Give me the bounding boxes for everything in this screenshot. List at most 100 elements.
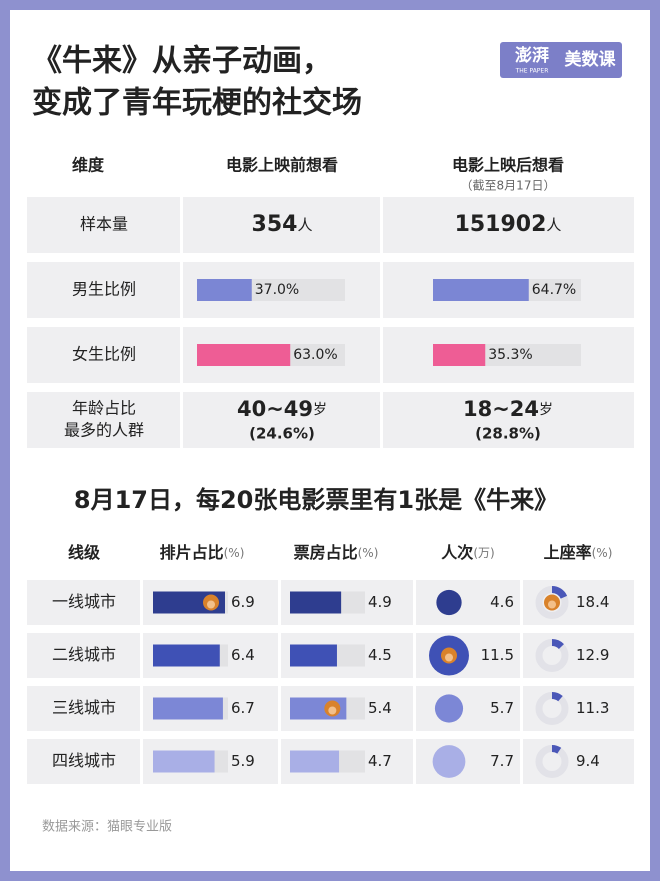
column-unit: (万) <box>473 546 494 560</box>
donut-arc <box>551 639 564 650</box>
row-cell <box>183 197 380 253</box>
value-label: 4.6 <box>490 593 514 611</box>
row-cell <box>27 633 140 678</box>
age-range: 18~24岁 <box>463 397 553 421</box>
donut-arc <box>551 586 568 599</box>
value-label: 7.7 <box>490 752 514 770</box>
row-cell <box>27 262 180 318</box>
value-label: 4.7 <box>368 752 392 770</box>
row-label: 年龄占比 <box>72 399 136 418</box>
city: 四线城市 <box>52 751 116 770</box>
column-name: 票房占比 <box>294 543 358 562</box>
title-line: 《牛来》从亲子动画， <box>32 44 332 79</box>
bar-label: 35.3% <box>488 347 532 363</box>
age-unit: 岁 <box>539 402 553 418</box>
column-unit: (%) <box>592 546 613 560</box>
logo-main: 澎湃 <box>515 45 549 66</box>
logo-box <box>500 42 622 78</box>
bull-icon-face <box>548 600 556 609</box>
column-header: 电影上映后想看 <box>452 156 564 175</box>
column-header: 线级 <box>68 543 101 562</box>
row-cell <box>27 580 140 625</box>
bubble <box>436 589 462 616</box>
value-label: 5.4 <box>368 699 392 717</box>
age-unit: 岁 <box>313 402 327 418</box>
row-label: 最多的人群 <box>64 421 144 440</box>
donut-arc <box>551 745 562 754</box>
source: 数据来源：猫眼专业版 <box>42 820 172 835</box>
column-header: 上座率(%) <box>544 543 613 562</box>
column-note: （截至8月17日） <box>461 179 556 193</box>
bubble <box>432 745 466 778</box>
bar <box>433 279 529 301</box>
column-unit: (%) <box>224 546 245 560</box>
section-title: 8月17日，每20张电影票里有1张是《牛来》 <box>74 486 558 514</box>
bar <box>153 750 215 773</box>
age-share: (28.8%) <box>475 425 541 443</box>
row-cell <box>416 686 520 731</box>
row-cell <box>416 580 520 625</box>
bar <box>197 279 252 301</box>
column-unit: (%) <box>358 546 379 560</box>
value-label: 18.4 <box>576 593 609 611</box>
row-cell <box>27 392 180 448</box>
value-label: 5.7 <box>490 699 514 717</box>
value-label: 6.9 <box>231 593 255 611</box>
row-label: 样本量 <box>80 215 128 234</box>
column-name: 上座率 <box>544 543 592 562</box>
value-label: 11.5 <box>481 646 514 664</box>
value-label: 4.5 <box>368 646 392 664</box>
row-cell <box>27 197 180 253</box>
row-cell <box>183 392 380 448</box>
bull-icon-face <box>328 706 337 715</box>
city: 二线城市 <box>52 645 116 664</box>
bar-label: 63.0% <box>293 347 337 363</box>
value-label: 11.3 <box>576 699 609 717</box>
row-cell <box>27 327 180 383</box>
value-label: 5.9 <box>231 752 255 770</box>
city: 三线城市 <box>52 698 116 717</box>
column-header: 电影上映前想看 <box>226 156 338 175</box>
column-header: 排片占比(%) <box>160 543 245 562</box>
logo-sub: THE PAPER <box>515 68 549 75</box>
row-cell <box>27 686 140 731</box>
city: 一线城市 <box>52 592 116 611</box>
title-line: 变成了青年玩梗的社交场 <box>32 86 362 121</box>
value-label: 4.9 <box>368 593 392 611</box>
bar-label: 64.7% <box>532 282 576 298</box>
bar <box>153 644 220 667</box>
count-unit: 人 <box>297 216 312 234</box>
bubble <box>434 694 464 723</box>
bull-icon-face <box>445 653 453 662</box>
row-cell <box>383 197 634 253</box>
bull-icon-face <box>207 600 215 609</box>
age-range-value: 18~24 <box>463 397 539 421</box>
row-label: 男生比例 <box>72 280 136 299</box>
column-name: 排片占比 <box>160 543 224 562</box>
value-label: 12.9 <box>576 646 609 664</box>
age-range: 40~49岁 <box>237 397 327 421</box>
donut-arc <box>551 692 563 702</box>
bar <box>290 750 340 773</box>
value-label: 6.7 <box>231 699 255 717</box>
value-label: 9.4 <box>576 752 600 770</box>
bar-label: 37.0% <box>255 282 299 298</box>
count: 151902人 <box>455 212 562 237</box>
column-header: 票房占比(%) <box>294 543 379 562</box>
row-cell <box>27 739 140 784</box>
column-header: 维度 <box>72 156 105 175</box>
bar <box>290 644 337 667</box>
bar <box>153 697 223 720</box>
bar <box>197 344 291 366</box>
column-name: 人次 <box>441 543 473 562</box>
column-name: 线级 <box>68 543 101 562</box>
column-header: 人次(万) <box>441 543 494 562</box>
bar <box>290 591 342 614</box>
count-unit: 人 <box>546 216 561 234</box>
row-cell <box>383 392 634 448</box>
logo-brand: 美数课 <box>565 49 617 70</box>
count-value: 151902 <box>455 212 547 237</box>
value-label: 6.4 <box>231 646 255 664</box>
